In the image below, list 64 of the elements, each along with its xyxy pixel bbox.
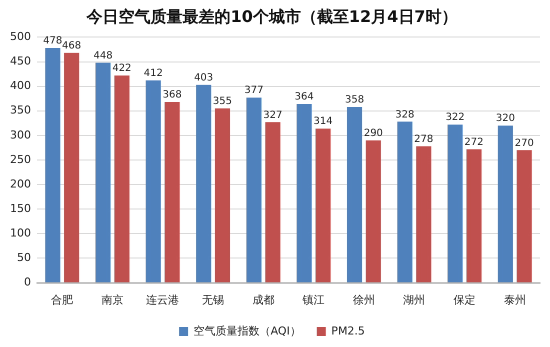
x-tick-label: 保定 bbox=[454, 293, 476, 306]
y-tick-label: 500 bbox=[10, 30, 31, 44]
data-label: 448 bbox=[93, 50, 113, 62]
y-tick-label: 150 bbox=[10, 202, 31, 215]
bar bbox=[265, 122, 280, 282]
y-tick-label: 200 bbox=[10, 177, 31, 190]
y-tick-label: 50 bbox=[16, 251, 31, 264]
y-tick-label: 300 bbox=[10, 128, 31, 142]
bar bbox=[466, 149, 482, 282]
data-label: 422 bbox=[112, 63, 132, 74]
x-tick-label: 徐州 bbox=[352, 293, 375, 306]
bar bbox=[498, 126, 513, 282]
data-label: 358 bbox=[344, 94, 364, 106]
bar bbox=[246, 98, 262, 282]
data-label: 270 bbox=[514, 138, 534, 149]
bar bbox=[196, 84, 212, 282]
bar bbox=[45, 48, 60, 282]
bar bbox=[146, 80, 161, 282]
bar bbox=[516, 150, 532, 282]
y-tick-label: 250 bbox=[10, 152, 31, 166]
bar bbox=[366, 140, 381, 282]
x-tick-label: 无锡 bbox=[202, 293, 224, 306]
data-label: 478 bbox=[43, 36, 62, 47]
data-label: 278 bbox=[414, 134, 434, 145]
y-tick-label: 400 bbox=[10, 79, 31, 92]
chart-title: 今日空气质量最差的10个城市（截至12月4日7时） bbox=[86, 6, 458, 26]
data-label: 377 bbox=[244, 85, 264, 96]
data-label: 328 bbox=[395, 109, 414, 120]
bar bbox=[316, 128, 331, 282]
x-tick-label: 合肥 bbox=[51, 293, 74, 306]
y-tick-label: 450 bbox=[10, 54, 31, 68]
x-tick-label: 泰州 bbox=[504, 293, 526, 306]
y-tick-label: 350 bbox=[10, 104, 31, 117]
data-label: 355 bbox=[212, 96, 232, 108]
data-label: 290 bbox=[364, 128, 383, 139]
x-tick-label: 湖州 bbox=[403, 293, 426, 306]
x-tick-label: 连云港 bbox=[146, 293, 180, 306]
data-label: 322 bbox=[446, 112, 465, 124]
bar bbox=[64, 52, 80, 282]
x-tick-label: 成都 bbox=[252, 293, 274, 306]
x-tick-label: 镇江 bbox=[302, 293, 325, 306]
data-label: 320 bbox=[496, 113, 515, 124]
data-label: 314 bbox=[314, 116, 333, 128]
bar bbox=[214, 108, 230, 282]
data-label: 327 bbox=[263, 110, 282, 121]
bar bbox=[448, 124, 463, 282]
data-label: 403 bbox=[194, 72, 214, 84]
data-label: 364 bbox=[294, 92, 314, 103]
bar bbox=[346, 106, 362, 282]
x-tick-label: 南京 bbox=[101, 293, 124, 306]
legend-label: 空气质量指数（AQI） bbox=[194, 324, 301, 338]
bar bbox=[397, 122, 412, 282]
data-label: 412 bbox=[144, 68, 163, 80]
bar bbox=[114, 76, 130, 282]
y-tick-label: 0 bbox=[24, 276, 31, 289]
data-label: 368 bbox=[162, 90, 182, 101]
legend-label: PM2.5 bbox=[331, 324, 365, 338]
data-label: 272 bbox=[464, 136, 484, 148]
bar bbox=[164, 102, 180, 282]
bar bbox=[416, 146, 432, 282]
y-tick-label: 100 bbox=[10, 226, 31, 240]
bar bbox=[296, 104, 312, 282]
data-label: 468 bbox=[62, 40, 82, 52]
bar bbox=[95, 62, 111, 282]
